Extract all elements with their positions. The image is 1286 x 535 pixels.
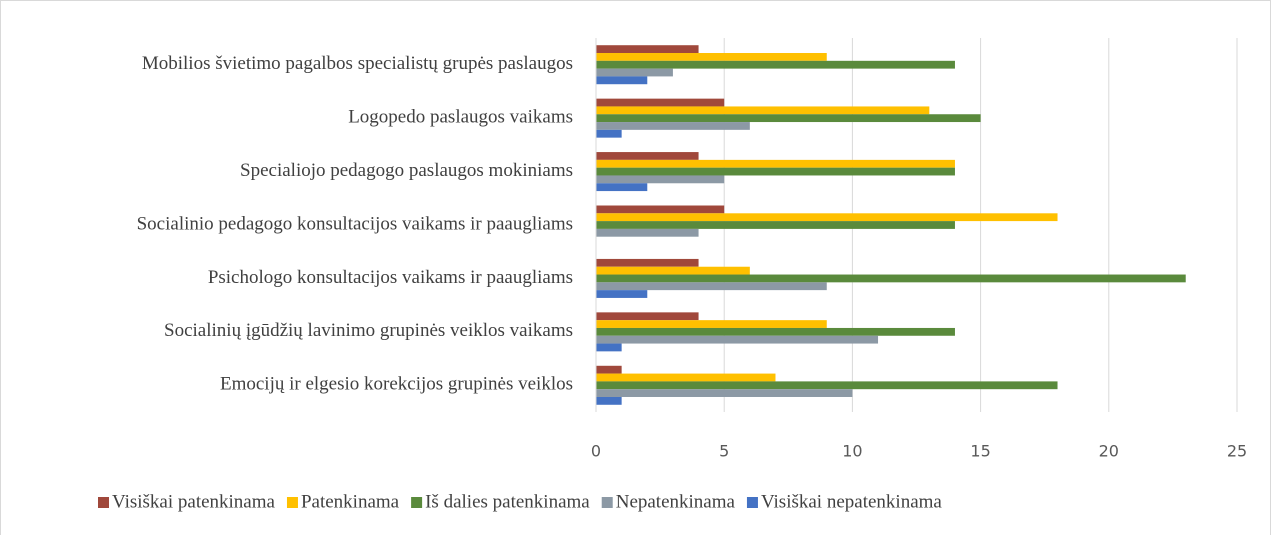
bar [596,122,750,130]
bar [596,343,622,352]
legend-swatch [411,497,423,508]
bar [596,221,955,229]
legend-label: Iš dalies patenkinama [425,491,590,512]
legend-label: Patenkinama [301,491,400,512]
bar [596,175,725,184]
y-tick-label: Mobilios švietimo pagalbos specialistų g… [142,53,573,74]
bar [596,335,879,344]
legend-swatch [601,497,613,508]
x-tick-label: 15 [970,442,990,461]
bar [596,327,955,336]
y-tick-label: Logopedo paslaugos vaikams [348,107,573,128]
y-tick-label: Emocijų ir elgesio korekcijos grupinės v… [220,374,573,395]
bar [596,183,648,192]
bar [596,205,725,214]
bar [596,373,776,382]
bar [596,266,750,275]
bar [596,53,827,61]
x-tick-label: 5 [719,442,729,461]
bar [596,213,1058,222]
legend-label: Visiškai patenkinama [112,491,276,512]
legend-label: Visiškai nepatenkinama [761,491,942,512]
bar [596,167,955,176]
x-tick-label: 20 [1099,442,1119,461]
y-tick-label: Psichologo konsultacijos vaikams ir paau… [208,267,573,288]
bar [596,45,699,54]
bar [596,106,930,115]
bar [596,389,853,397]
bar [596,258,699,267]
bar [596,290,648,298]
legend-swatch [98,497,109,508]
bar [596,114,981,123]
bar [596,312,699,321]
legend-swatch [286,497,298,508]
y-tick-label: Specialiojo pedagogo paslaugos mokiniams [240,160,573,181]
y-tick-label: Socialinio pedagogo konsultacijos vaikam… [137,213,573,234]
bar [596,129,622,138]
x-tick-label: 25 [1227,442,1247,461]
bar [596,152,699,160]
bar [596,68,673,77]
bar [596,159,955,168]
bar [596,396,622,405]
bar [596,228,699,237]
bar [596,76,648,85]
bar [596,282,827,291]
legend-label: Nepatenkinama [616,491,736,512]
legend-swatch [746,497,758,508]
bar [596,60,955,69]
y-tick-label: Socialinių įgūdžių lavinimo grupinės vei… [164,320,573,341]
bar [596,365,622,374]
x-tick-label: 10 [842,442,862,461]
bar [596,381,1058,390]
bar [596,320,827,328]
x-tick-label: 0 [591,442,601,461]
bar [596,274,1186,283]
bar [596,98,725,107]
